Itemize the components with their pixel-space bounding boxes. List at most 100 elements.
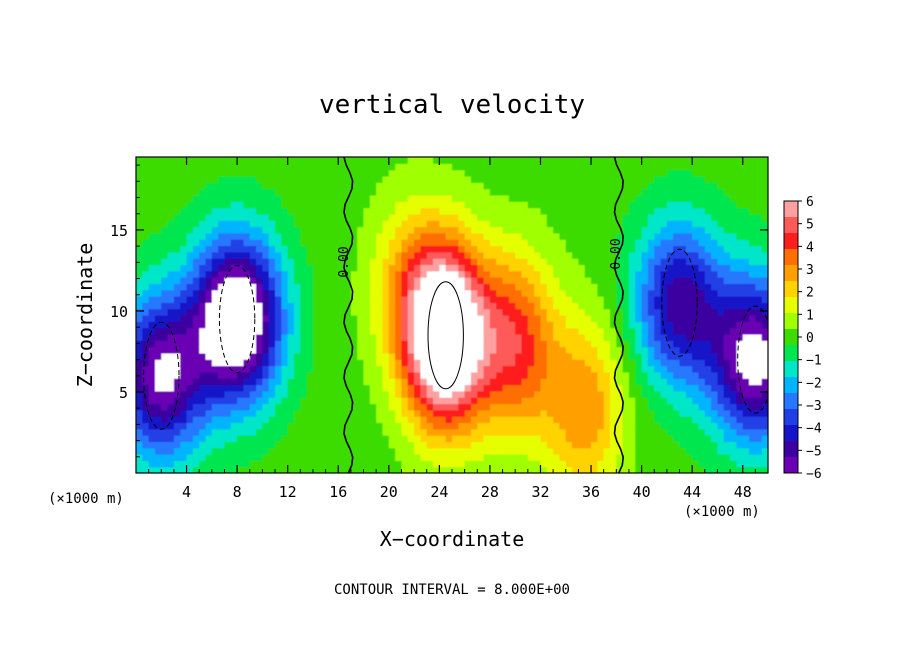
field-cell: [211, 220, 219, 228]
field-cell: [515, 333, 523, 341]
field-cell: [515, 175, 523, 183]
field-cell: [742, 264, 750, 272]
field-cell: [477, 315, 485, 322]
field-cell: [470, 454, 478, 461]
field-cell: [325, 201, 333, 209]
field-cell: [249, 428, 257, 436]
field-cell: [692, 283, 700, 291]
field-cell: [628, 258, 636, 266]
field-cell: [673, 188, 681, 196]
field-cell: [433, 416, 440, 424]
field-cell: [420, 447, 428, 455]
field-cell: [711, 289, 719, 297]
field-cell: [192, 447, 200, 455]
field-cell: [502, 384, 510, 392]
field-cell: [173, 201, 181, 209]
field-cell: [508, 226, 516, 234]
field-cell: [281, 315, 289, 322]
field-cell: [496, 270, 504, 278]
field-cell: [205, 175, 213, 183]
field-cell: [211, 302, 219, 310]
field-cell: [647, 175, 655, 183]
field-cell: [237, 175, 245, 183]
field-cell: [154, 359, 162, 367]
field-cell: [243, 340, 251, 348]
field-cell: [483, 460, 491, 468]
field-cell: [698, 384, 706, 392]
field-cell: [685, 447, 693, 455]
field-cell: [742, 169, 750, 177]
field-cell: [161, 371, 169, 379]
field-cell: [306, 188, 314, 196]
field-cell: [635, 409, 643, 417]
field-cell: [483, 428, 491, 436]
field-cell: [281, 163, 289, 171]
field-cell: [262, 346, 270, 354]
field-cell: [249, 315, 257, 322]
field-cell: [458, 264, 466, 272]
field-cell: [477, 226, 485, 234]
field-cell: [312, 308, 320, 316]
field-cell: [344, 352, 352, 360]
field-cell: [711, 182, 719, 190]
field-cell: [489, 277, 497, 284]
field-cell: [401, 422, 409, 430]
field-cell: [685, 251, 693, 259]
field-cell: [388, 201, 396, 209]
field-cell: [723, 378, 731, 386]
field-cell: [749, 239, 756, 247]
field-cell: [635, 232, 643, 240]
field-cell: [154, 283, 162, 291]
field-cell: [508, 251, 516, 259]
field-cell: [452, 333, 459, 341]
field-cell: [281, 441, 289, 449]
field-cell: [717, 213, 725, 221]
field-cell: [249, 333, 257, 341]
field-cell: [306, 182, 314, 190]
field-cell: [388, 384, 396, 392]
field-cell: [584, 157, 592, 164]
field-cell: [666, 359, 674, 367]
field-cell: [249, 188, 257, 196]
field-cell: [224, 258, 232, 266]
field-cell: [635, 359, 643, 367]
field-cell: [224, 194, 232, 202]
field-cell: [616, 201, 624, 209]
field-cell: [192, 188, 200, 196]
field-cell: [249, 283, 257, 291]
field-cell: [211, 245, 219, 253]
field-cell: [388, 397, 396, 405]
field-cell: [641, 466, 649, 473]
field-cell: [730, 226, 737, 234]
field-cell: [704, 441, 712, 449]
field-cell: [458, 359, 466, 367]
field-cell: [382, 378, 390, 386]
field-cell: [186, 270, 194, 278]
field-cell: [161, 220, 169, 228]
field-cell: [136, 245, 143, 253]
field-cell: [679, 213, 687, 221]
field-cell: [256, 321, 263, 329]
field-cell: [622, 245, 630, 253]
field-cell: [496, 302, 504, 310]
field-cell: [584, 188, 592, 196]
field-cell: [736, 447, 744, 455]
field-cell: [673, 194, 681, 202]
field-cell: [742, 296, 750, 303]
field-cell: [736, 157, 744, 164]
field-cell: [192, 333, 200, 341]
field-cell: [205, 365, 213, 373]
field-cell: [540, 182, 548, 190]
field-cell: [742, 315, 750, 322]
field-cell: [761, 352, 768, 360]
field-cell: [540, 232, 548, 240]
field-cell: [755, 207, 763, 215]
field-cell: [312, 283, 320, 291]
field-cell: [572, 352, 579, 360]
field-cell: [445, 264, 453, 272]
field-cell: [401, 359, 409, 367]
field-cell: [730, 454, 737, 461]
field-cell: [420, 220, 428, 228]
field-cell: [325, 157, 333, 164]
field-cell: [230, 378, 238, 386]
